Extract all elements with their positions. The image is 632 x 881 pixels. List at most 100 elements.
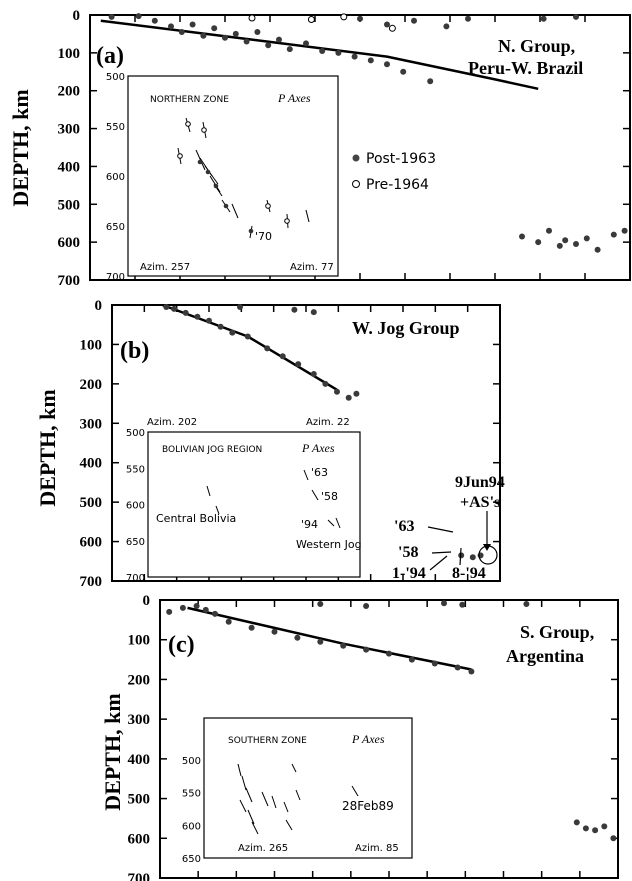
event-point	[556, 242, 563, 249]
panel-b-ytick-labels: 0 100 200 300 400 500 600 700	[80, 298, 500, 590]
event-point	[163, 304, 170, 310]
event-point	[340, 642, 347, 649]
event-point	[276, 36, 282, 43]
panel-b-points	[163, 304, 484, 561]
p-axis-mark	[215, 505, 220, 515]
inset-b-year-94: '94	[301, 518, 318, 531]
event-point	[367, 57, 374, 64]
event-point	[322, 380, 329, 387]
event-point	[193, 603, 200, 609]
event-point	[295, 361, 302, 368]
inset-ytick-label: 650	[106, 222, 125, 233]
event-point	[264, 345, 271, 352]
ytick-label: 600	[58, 235, 81, 251]
event-point	[151, 17, 158, 24]
p-axis-mark	[335, 517, 341, 529]
inset-c-frame	[203, 717, 413, 859]
p-axis-mark	[303, 469, 309, 481]
inset-c-annotation: 28Feb89	[342, 799, 394, 813]
p-axis-mark	[204, 165, 219, 185]
event-point	[319, 48, 326, 54]
p-axis-mark	[285, 819, 293, 831]
inset-b-right-label: Azim. 22	[306, 417, 350, 428]
inset-c-subtitle: P Axes	[351, 732, 385, 746]
inset-c-title: SOUTHERN ZONE	[228, 736, 307, 746]
p-axis-mark	[206, 485, 211, 497]
event-point	[411, 17, 417, 24]
event-point	[443, 23, 450, 30]
event-point	[384, 21, 390, 28]
inset-a-right-label: Azim. 77	[290, 262, 334, 273]
panel-a-points	[108, 13, 628, 253]
event-point	[465, 15, 471, 22]
event-point	[166, 608, 173, 615]
event-point	[601, 823, 608, 830]
panel-b-group-label: W. Jog Group	[352, 318, 460, 338]
p-axis-mark	[239, 799, 247, 813]
inset-a-frame	[127, 75, 339, 277]
ytick-label: 100	[128, 633, 151, 649]
ytick-label: 300	[80, 416, 103, 432]
callout-as: +AS's	[460, 494, 500, 511]
panel-b: DEPTH, km 0 100 200 300 400 500 600 700 (b) W. …	[35, 298, 505, 590]
ytick-label: 700	[58, 273, 81, 289]
panel-c-inset: SOUTHERN ZONE P Axes 500 550 600 650 28Feb8…	[182, 717, 413, 865]
inset-open-marker	[284, 218, 290, 224]
callout-1-94: 1-'94	[392, 565, 426, 582]
inset-ytick-label: 550	[182, 789, 201, 800]
callout-63: '63	[394, 518, 414, 535]
inset-ytick-label: 700	[126, 573, 145, 584]
event-point	[171, 305, 178, 312]
event-point	[351, 53, 358, 60]
event-point	[243, 38, 250, 45]
inset-c-ytick-labels: 500 550 600 650	[182, 756, 201, 865]
panel-c-group-label-2: Argentina	[506, 646, 584, 666]
inset-filled-marker	[197, 159, 203, 165]
ytick-label: 0	[73, 8, 81, 24]
event-point	[345, 394, 352, 401]
event-point	[286, 46, 293, 53]
inset-ytick-label: 500	[182, 756, 201, 767]
event-point	[248, 624, 255, 631]
event-point	[384, 61, 390, 68]
event-point	[294, 634, 301, 641]
panel-a-slab-line	[100, 19, 539, 91]
inset-ytick-label: 650	[126, 537, 145, 548]
panel-b-inset: Azim. 202 Azim. 22 BOLIVIAN JOG REGION P…	[126, 417, 362, 584]
ytick-label: 400	[128, 752, 151, 768]
inset-a-title: NORTHERN ZONE	[150, 95, 229, 105]
callout-63-arrow	[427, 526, 454, 533]
p-axis-mark	[237, 763, 242, 777]
inset-ytick-label: 650	[182, 854, 201, 865]
event-point	[353, 390, 360, 397]
event-point	[546, 227, 552, 234]
inset-open-marker	[177, 153, 183, 159]
panel-a-ylabel: DEPTH, km	[8, 89, 33, 206]
panel-c-group-label-1: S. Group,	[520, 622, 594, 642]
callout-9jun94: 9Jun94	[455, 474, 505, 491]
event-point	[232, 30, 239, 37]
event-point	[519, 233, 525, 240]
event-point	[279, 353, 286, 360]
event-point	[194, 313, 201, 320]
callout-58-arrow	[431, 551, 452, 554]
p-axis-mark	[271, 795, 277, 809]
p-axis-mark	[251, 821, 259, 835]
inset-b-left-label: Azim. 202	[147, 417, 197, 428]
event-point	[573, 13, 579, 20]
event-point	[189, 21, 196, 28]
ytick-label: 0	[143, 593, 151, 609]
event-point	[317, 638, 324, 645]
event-point	[363, 603, 370, 609]
callout-58: '58	[398, 544, 418, 561]
ytick-label: 200	[128, 672, 151, 688]
panel-a-group-label-1: N. Group,	[498, 36, 575, 56]
legend-filled-marker	[352, 154, 360, 162]
panel-c-ytick-labels: 0 100 200 300 400 500 600 700	[128, 593, 618, 881]
inset-ytick-label: 600	[106, 172, 125, 183]
event-point-open	[307, 16, 315, 23]
panel-a-label: (a)	[96, 43, 124, 69]
inset-a-left-label: Azim. 257	[140, 262, 190, 273]
ytick-label: 500	[128, 792, 151, 808]
event-point	[202, 606, 209, 613]
